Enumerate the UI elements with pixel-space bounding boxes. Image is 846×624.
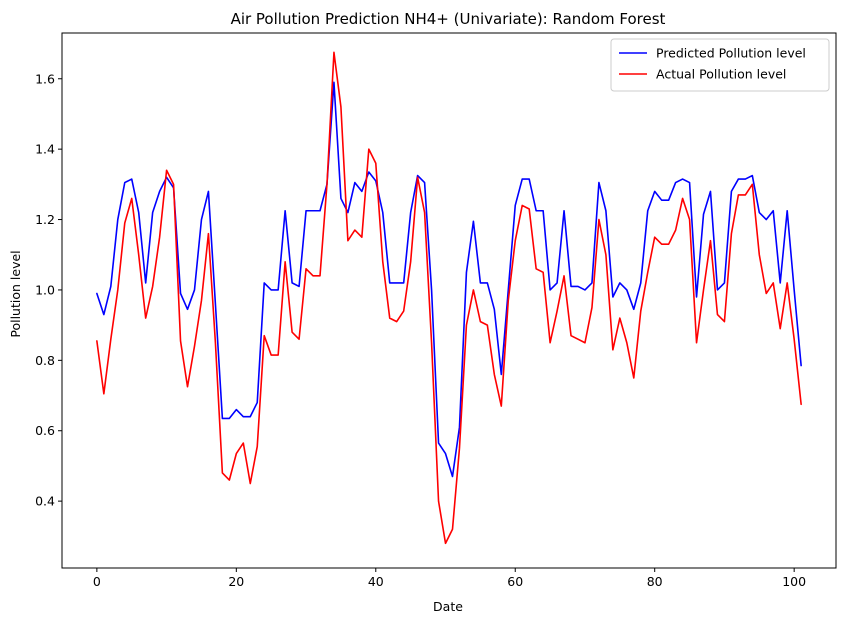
x-tick-label: 80	[647, 574, 663, 589]
y-tick-label: 0.6	[35, 423, 55, 438]
y-axis-ticks: 0.4 0.6 0.8 1.0 1.2 1.4 1.6	[35, 71, 62, 509]
x-tick-label: 40	[368, 574, 384, 589]
x-tick-label: 100	[782, 574, 806, 589]
y-tick-label: 1.2	[35, 212, 55, 227]
legend: Predicted Pollution level Actual Pollutio…	[610, 38, 830, 92]
y-tick-label: 1.4	[35, 142, 55, 157]
axes-frame	[61, 32, 837, 569]
y-tick-label: 0.8	[35, 353, 55, 368]
x-tick-label: 60	[507, 574, 523, 589]
legend-box	[610, 38, 830, 92]
plot-lines	[96, 51, 802, 545]
legend-label: Predicted Pollution level	[656, 46, 806, 61]
y-tick-label: 1.6	[35, 71, 55, 86]
actual-series-line	[96, 51, 802, 545]
x-tick-label: 0	[93, 574, 101, 589]
y-tick-label: 0.4	[35, 494, 55, 509]
x-axis-label: Date	[433, 599, 463, 614]
chart-title: Air Pollution Prediction NH4+ (Univariat…	[231, 10, 666, 28]
x-tick-label: 20	[228, 574, 244, 589]
predicted-series-line	[96, 81, 802, 478]
y-tick-label: 1.0	[35, 282, 55, 297]
y-axis-label: Pollution level	[8, 250, 23, 337]
x-axis-ticks: 0 20 40 60 80 100	[93, 568, 806, 589]
legend-label: Actual Pollution level	[656, 67, 786, 82]
